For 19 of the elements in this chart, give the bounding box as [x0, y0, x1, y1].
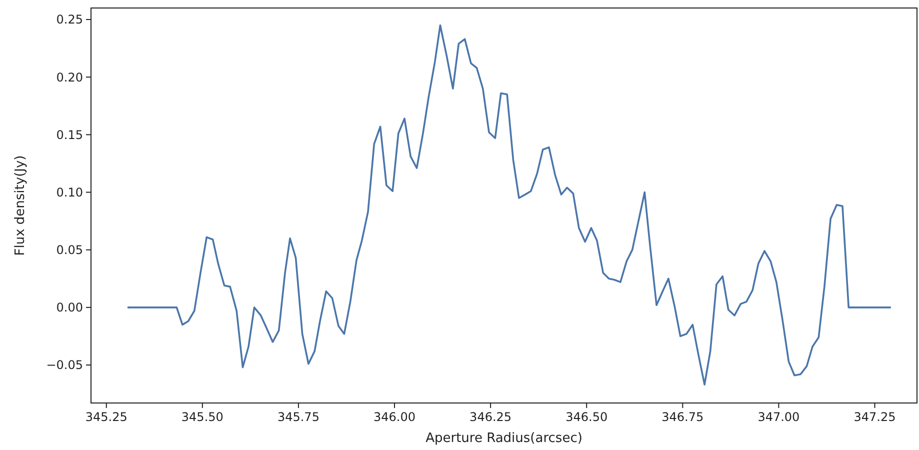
y-tick-label: −0.05: [46, 358, 83, 372]
x-tick-label: 345.50: [181, 410, 224, 424]
x-tick-label: 346.50: [566, 410, 608, 424]
x-tick-label: 346.25: [470, 410, 512, 424]
y-tick-label: 0.00: [56, 300, 83, 315]
x-tick-label: 346.00: [374, 410, 416, 424]
x-tick-label: 345.75: [277, 410, 320, 424]
x-axis-title: Aperture Radius(arcsec): [426, 431, 582, 446]
x-tick-label: 347.25: [854, 410, 896, 424]
y-tick-label: 0.25: [56, 12, 83, 27]
y-tick-label: 0.10: [56, 185, 83, 200]
y-tick-label: 0.20: [56, 70, 83, 84]
y-tick-label: 0.05: [56, 243, 83, 258]
x-tick-label: 346.75: [662, 410, 704, 424]
y-axis-title: Flux density(Jy): [13, 155, 28, 256]
y-tick-label: 0.15: [56, 128, 83, 142]
x-tick-label: 345.25: [85, 410, 128, 424]
x-tick-label: 347.00: [758, 410, 800, 424]
line-series: [126, 24, 892, 386]
